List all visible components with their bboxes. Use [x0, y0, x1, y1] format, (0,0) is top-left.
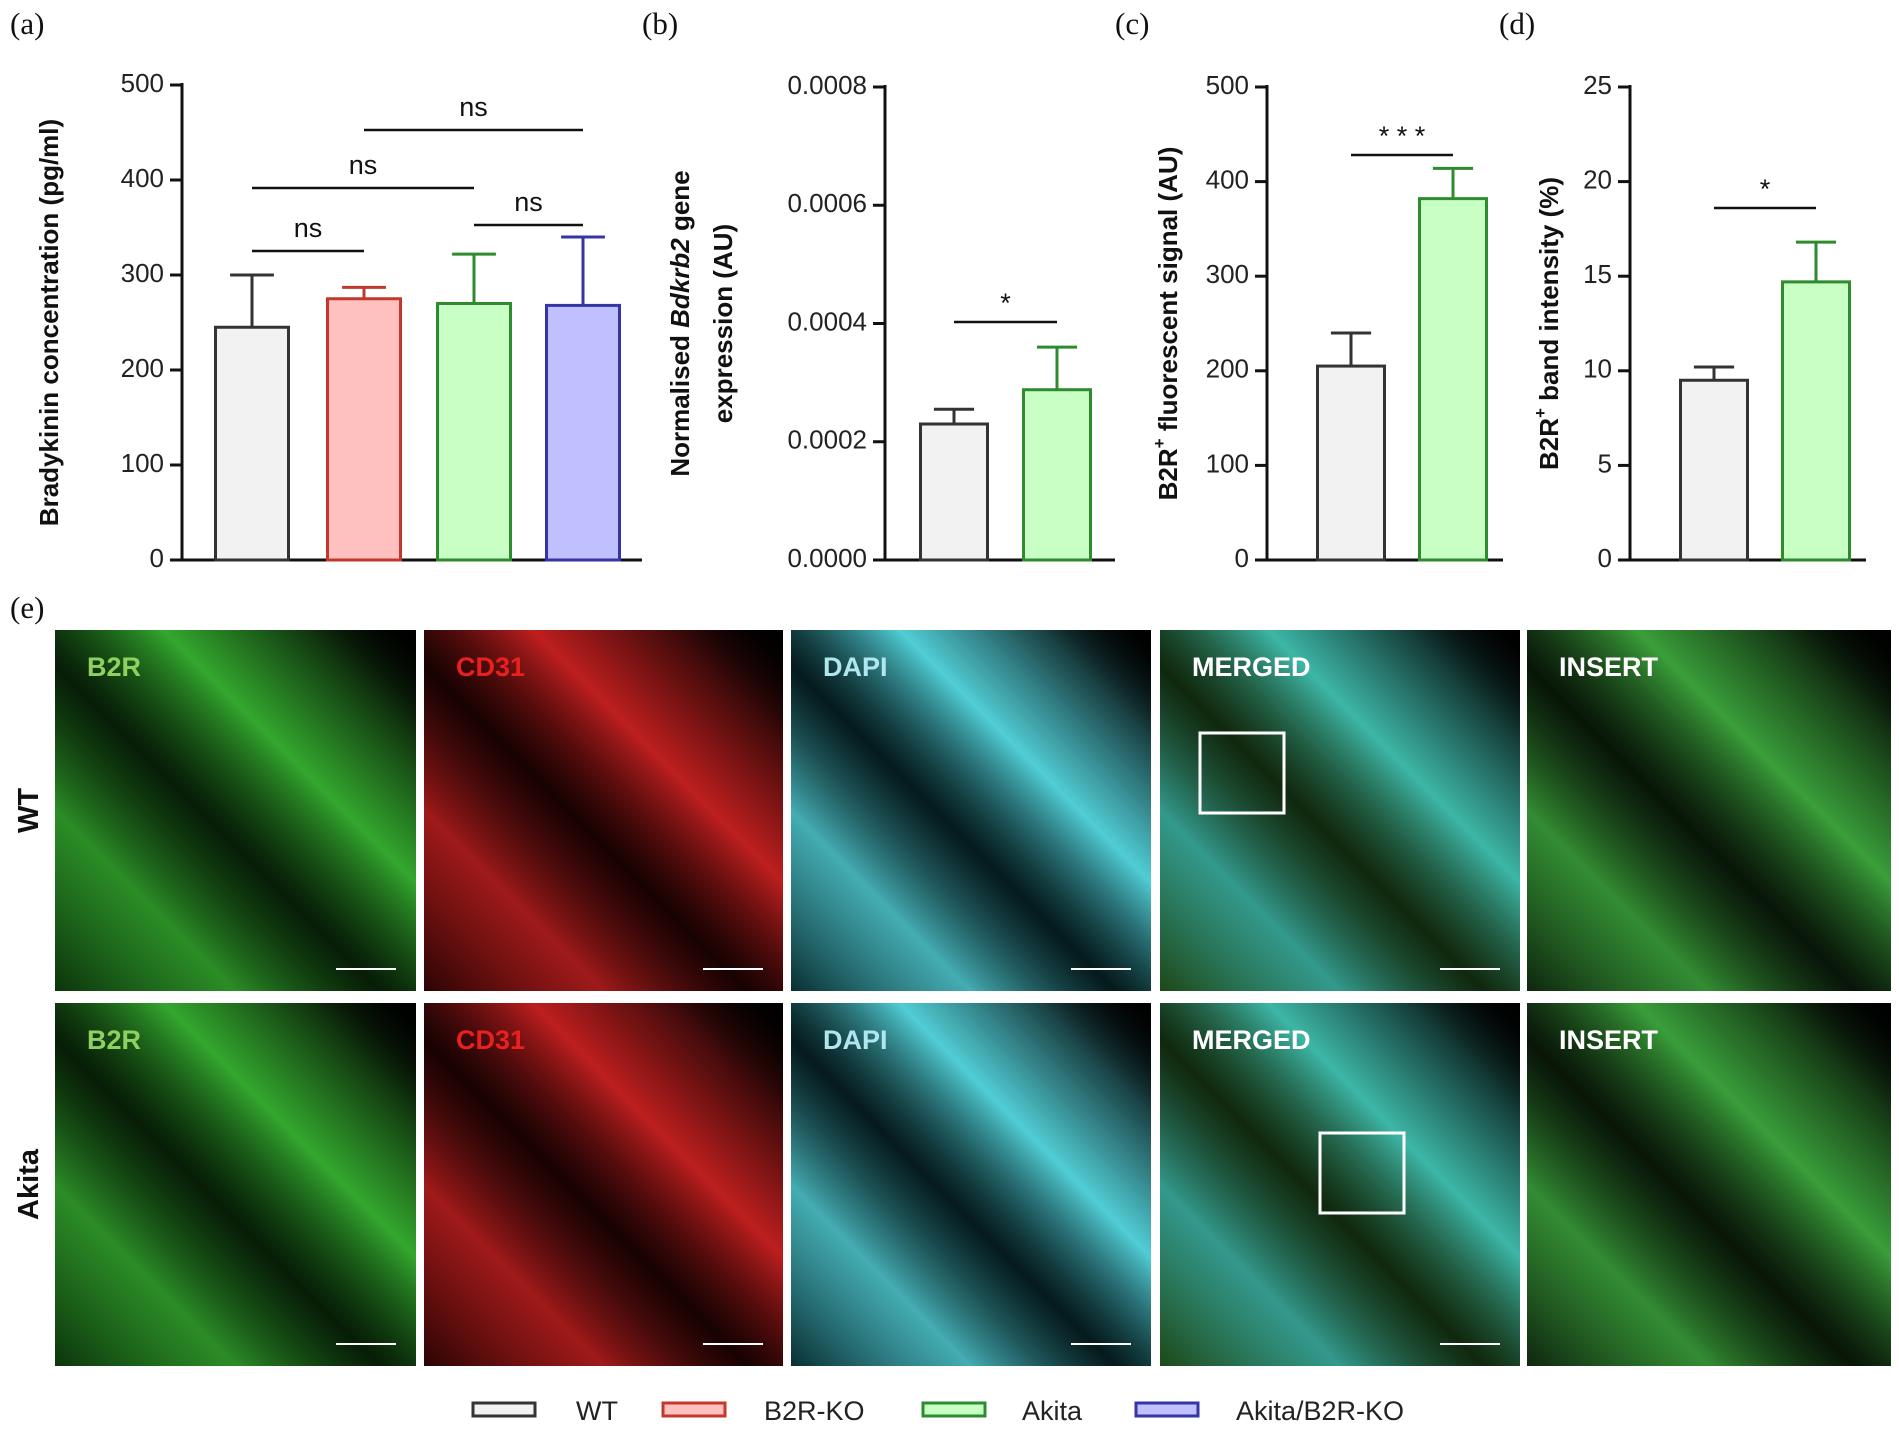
y-axis-label-part: Bdkrb2 [665, 238, 695, 328]
panel-label: (b) [642, 6, 678, 41]
y-axis-label-part: Normalised [665, 328, 695, 477]
micrograph-signal [55, 1003, 416, 1366]
panel-label: (d) [1499, 6, 1535, 41]
micrograph-signal [424, 1003, 783, 1366]
legend-swatch [1134, 1401, 1200, 1418]
bar [326, 297, 402, 562]
y-tick-label: 15 [1583, 259, 1612, 289]
bar [436, 302, 512, 562]
y-axis-label-part: B2R [1153, 448, 1183, 500]
y-tick-label: 0.0004 [787, 306, 867, 336]
micrograph-signal [1527, 630, 1891, 991]
y-tick-label: 400 [121, 163, 164, 193]
channel-label: DAPI [823, 652, 888, 682]
micrograph-signal [1160, 1003, 1520, 1366]
y-tick-label: 200 [1206, 354, 1249, 384]
y-tick-label: 0.0002 [787, 425, 867, 455]
insert-box [1198, 731, 1286, 815]
y-tick-label: 500 [121, 68, 164, 98]
y-axis-label-part: B2R [1534, 418, 1564, 470]
legend-swatch [471, 1401, 537, 1418]
significance-label: ns [514, 187, 543, 217]
legend-label: B2R-KO [764, 1396, 865, 1426]
y-axis-label-part: fluorescent signal (AU) [1153, 147, 1183, 439]
y-axis-label: B2R+ fluorescent signal (AU) [1150, 147, 1183, 501]
y-tick-label: 100 [121, 448, 164, 478]
micrograph-signal [55, 630, 416, 991]
channel-label: INSERT [1559, 652, 1659, 682]
row-label: WT [13, 788, 45, 833]
bar [1679, 378, 1749, 562]
micrograph-signal [424, 630, 783, 991]
bar [919, 422, 989, 562]
channel-label: MERGED [1192, 1025, 1311, 1055]
significance-label: ns [294, 213, 323, 243]
legend-label: Akita [1022, 1396, 1083, 1426]
y-tick-label: 20 [1583, 164, 1612, 194]
channel-label: DAPI [823, 1025, 888, 1055]
y-tick-label: 300 [121, 258, 164, 288]
significance-label: * [1000, 288, 1011, 318]
significance-label: ns [349, 150, 378, 180]
panel-label: (a) [10, 6, 44, 41]
legend-swatch [921, 1401, 987, 1418]
legend-label: WT [576, 1396, 618, 1426]
y-tick-label: 10 [1583, 354, 1612, 384]
y-tick-label: 0 [1598, 543, 1612, 573]
y-tick-label: 0.0006 [787, 188, 867, 218]
y-axis-label-part: + [1531, 408, 1550, 418]
significance-label: * * * [1379, 121, 1426, 151]
micrograph-signal [791, 630, 1151, 991]
micrograph-signal [791, 1003, 1151, 1366]
y-axis-label-part: band intensity (%) [1534, 177, 1564, 408]
legend-label: Akita/B2R-KO [1236, 1396, 1404, 1426]
y-axis-label-part: gene [665, 170, 695, 238]
channel-label: INSERT [1559, 1025, 1659, 1055]
y-tick-label: 0.0008 [787, 70, 867, 100]
channel-label: CD31 [456, 1025, 525, 1055]
y-axis-label: Normalised Bdkrb2 gene [665, 170, 695, 476]
bar [214, 325, 290, 562]
y-tick-label: 5 [1598, 448, 1612, 478]
bar [1781, 280, 1851, 562]
significance-label: ns [459, 92, 488, 122]
y-tick-label: 300 [1206, 259, 1249, 289]
micrograph-signal [1527, 1003, 1891, 1366]
panel-label: (e) [10, 590, 44, 625]
y-tick-label: 0.0000 [787, 543, 867, 573]
y-axis-label-part: Bradykinin concentration (pg/ml) [34, 119, 64, 526]
panel-label: (c) [1115, 6, 1149, 41]
bar [1316, 364, 1386, 562]
legend-swatch [661, 1401, 727, 1418]
bar [1418, 197, 1488, 562]
y-tick-label: 500 [1206, 70, 1249, 100]
bar [545, 303, 621, 562]
significance-label: * [1760, 174, 1771, 204]
y-tick-label: 0 [150, 543, 164, 573]
y-axis-label: Bradykinin concentration (pg/ml) [34, 119, 64, 526]
y-tick-label: 200 [121, 353, 164, 383]
y-axis-label: expression (AU) [708, 224, 738, 423]
y-tick-label: 0 [1235, 543, 1249, 573]
micrograph-signal [1160, 630, 1520, 991]
insert-box [1318, 1131, 1406, 1215]
channel-label: B2R [87, 1025, 141, 1055]
bar [1022, 388, 1092, 562]
y-tick-label: 25 [1583, 70, 1612, 100]
y-tick-label: 100 [1206, 448, 1249, 478]
channel-label: MERGED [1192, 652, 1311, 682]
y-tick-label: 400 [1206, 164, 1249, 194]
channel-label: B2R [87, 652, 141, 682]
row-label: Akita [13, 1148, 45, 1220]
y-axis-label: B2R+ band intensity (%) [1531, 177, 1564, 470]
y-axis-label-part: expression (AU) [708, 224, 738, 423]
y-axis-label-part: + [1150, 438, 1169, 448]
channel-label: CD31 [456, 652, 525, 682]
